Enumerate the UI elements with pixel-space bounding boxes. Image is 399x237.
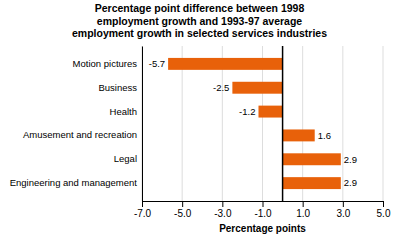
data-label: -1.2 [239, 106, 255, 117]
zero-line [282, 46, 284, 201]
title: Percentage point difference between 1998… [72, 2, 327, 39]
x-tick-mark [222, 201, 223, 207]
x-tick-mark [343, 201, 344, 207]
x-tick: -1.0 [254, 201, 272, 219]
x-tick: 1.0 [296, 201, 310, 219]
chart: Percentage point difference between 1998… [0, 0, 399, 237]
grid-line [383, 46, 384, 201]
y-tick: Motion pictures [73, 58, 142, 69]
data-labels: 2.9 2.9 1.6 -1.2 -2.5 -5.7 [149, 58, 357, 188]
bar [168, 58, 282, 70]
x-tick-label: -7.0 [134, 208, 152, 219]
y-tick-label: Health [110, 106, 137, 117]
bar [283, 129, 315, 141]
y-tick-label: Amusement and recreation [23, 129, 137, 140]
x-tick-mark [303, 201, 304, 207]
data-label: 2.9 [344, 177, 357, 188]
x-tick-mark [383, 201, 384, 207]
bar [258, 106, 282, 118]
x-axis: -7.0 -5.0 -3.0 -1.0 1.0 3.0 5.0 [134, 201, 391, 219]
y-tick-label: Motion pictures [73, 58, 138, 69]
y-tick: Amusement and recreation [23, 129, 142, 140]
x-tick-label: 1.0 [296, 208, 310, 219]
data-label: -5.7 [149, 58, 165, 69]
x-tick: 3.0 [336, 201, 350, 219]
bar [283, 177, 341, 189]
x-tick: -3.0 [214, 201, 232, 219]
y-tick: Health [110, 106, 142, 117]
x-tick: -5.0 [174, 201, 192, 219]
y-axis-line [142, 47, 143, 202]
y-tick: Legal [114, 153, 142, 164]
data-label: -2.5 [213, 82, 229, 93]
y-tick-label: Legal [114, 153, 137, 164]
y-tick-label: Business [98, 82, 137, 93]
x-tick-mark [182, 201, 183, 207]
y-axis: Engineering and management Legal Amusement… [10, 47, 143, 202]
x-tick-label: -5.0 [174, 208, 192, 219]
x-tick-label: 5.0 [377, 208, 391, 219]
x-tick-label: -1.0 [254, 208, 272, 219]
bars [168, 58, 341, 189]
data-label: 1.6 [318, 130, 331, 141]
x-axis-line [143, 202, 384, 208]
bar [283, 153, 341, 165]
x-tick: 5.0 [377, 201, 391, 219]
x-tick-mark [263, 201, 264, 207]
y-tick: Business [98, 82, 142, 93]
grid [142, 46, 383, 201]
x-tick-label: 3.0 [336, 208, 350, 219]
x-tick-mark [142, 201, 143, 207]
x-tick: -7.0 [134, 201, 152, 219]
data-label: 2.9 [344, 154, 357, 165]
bar [232, 82, 282, 94]
plot: 2.9 2.9 1.6 -1.2 -2.5 -5.7 -7.0 -5.0 -3.0 -1.0 1.0… [10, 46, 391, 234]
x-axis-title: Percentage points [219, 223, 306, 234]
y-tick-label: Engineering and management [10, 177, 138, 188]
x-tick-label: -3.0 [214, 208, 232, 219]
grid-line [142, 46, 143, 201]
y-tick: Engineering and management [10, 177, 142, 188]
